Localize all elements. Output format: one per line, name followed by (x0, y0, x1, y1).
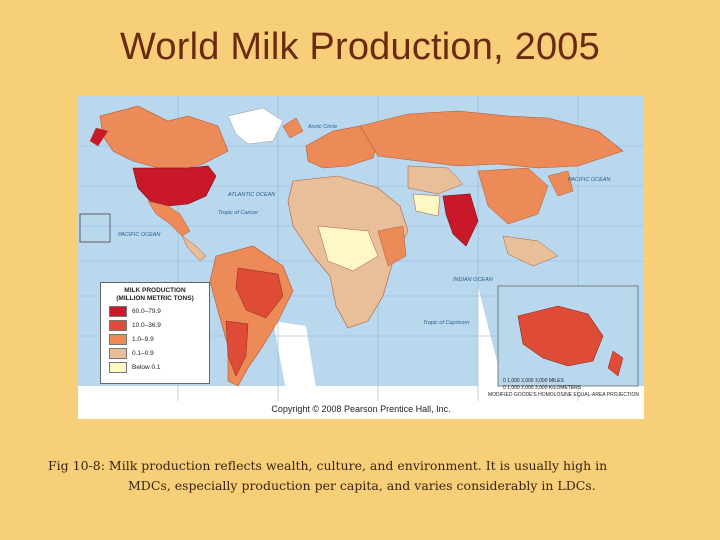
legend-title-line1: MILK PRODUCTION (124, 287, 186, 294)
projection-bottom (78, 386, 644, 401)
legend-swatch (109, 320, 127, 331)
map-legend: MILK PRODUCTION (MILLION METRIC TONS) 60… (100, 282, 210, 384)
legend-swatch (109, 334, 127, 345)
world-milk-map: ATLANTIC OCEAN PACIFIC OCEAN PACIFIC OCE… (78, 96, 644, 419)
canada-region (99, 105, 229, 169)
alaska-region (89, 127, 109, 147)
india-region (442, 193, 479, 247)
label-indian: INDIAN OCEAN (453, 277, 493, 283)
central-asia-region (407, 165, 464, 195)
legend-swatch (109, 362, 127, 373)
legend-label: Below 0.1 (132, 364, 161, 371)
europe-region (305, 125, 379, 169)
greenland-region (227, 107, 284, 145)
russia-region (359, 110, 624, 169)
mexico-region (147, 200, 191, 237)
legend-swatch (109, 306, 127, 317)
japan-region (547, 170, 574, 197)
scale-km: 0 1,000 2,000 3,000 KILOMETERS (503, 385, 582, 391)
central-america-region (181, 235, 207, 262)
map-copyright: Copyright © 2008 Pearson Prentice Hall, … (271, 404, 451, 414)
caption-line-2: MDCs, especially production per capita, … (128, 478, 596, 493)
australia-region (517, 305, 604, 367)
legend-item: 1.0–9.9 (109, 334, 209, 345)
legend-label: 10.0–36.9 (132, 322, 161, 329)
ocean-labels: ATLANTIC OCEAN PACIFIC OCEAN PACIFIC OCE… (118, 124, 610, 326)
figure-caption: Fig 10-8: Milk production reflects wealt… (48, 456, 688, 496)
legend-item: 10.0–36.9 (109, 320, 209, 331)
legend-item: Below 0.1 (109, 362, 209, 373)
caption-line-1: Fig 10-8: Milk production reflects wealt… (48, 458, 608, 473)
east-africa-region (377, 225, 407, 267)
southeast-asia-region (502, 235, 559, 267)
slide-title: World Milk Production, 2005 (120, 26, 600, 68)
scale-miles: 0 1,000 2,000 3,000 MILES (503, 378, 565, 384)
brazil-region (235, 267, 284, 319)
scale-projection: MODIFIED GOODE'S HOMOLOSINE EQUAL-AREA P… (488, 392, 639, 398)
label-atlantic: ATLANTIC OCEAN (227, 192, 275, 198)
legend-label: 1.0–9.9 (132, 336, 154, 343)
legend-label: 0.1–0.9 (132, 350, 154, 357)
label-pacific-east: PACIFIC OCEAN (568, 177, 610, 183)
central-africa-region (317, 225, 379, 272)
legend-swatch (109, 348, 127, 359)
usa-region (132, 165, 217, 207)
legend-item: 60.0–79.9 (109, 306, 209, 317)
new-zealand-region (607, 350, 624, 377)
legend-item: 0.1–0.9 (109, 348, 209, 359)
argentina-region (225, 320, 249, 377)
hawaii-inset (79, 213, 111, 243)
label-tropic-capricorn: Tropic of Capricorn (423, 320, 469, 326)
legend-title-line2: (MILLION METRIC TONS) (116, 295, 194, 302)
projection-gap-2 (478, 286, 508, 401)
scale-bar: 0 1,000 2,000 3,000 MILES 0 1,000 2,000 … (488, 378, 639, 398)
label-tropic-cancer: Tropic of Cancer (218, 210, 259, 216)
label-arctic: Arctic Circle (307, 124, 337, 130)
projection-gap-1 (273, 321, 318, 401)
middle-east-region (412, 193, 441, 217)
scandinavia-region (282, 117, 304, 139)
china-region (477, 167, 549, 225)
label-pacific-west: PACIFIC OCEAN (118, 232, 160, 238)
legend-label: 60.0–79.9 (132, 308, 161, 315)
